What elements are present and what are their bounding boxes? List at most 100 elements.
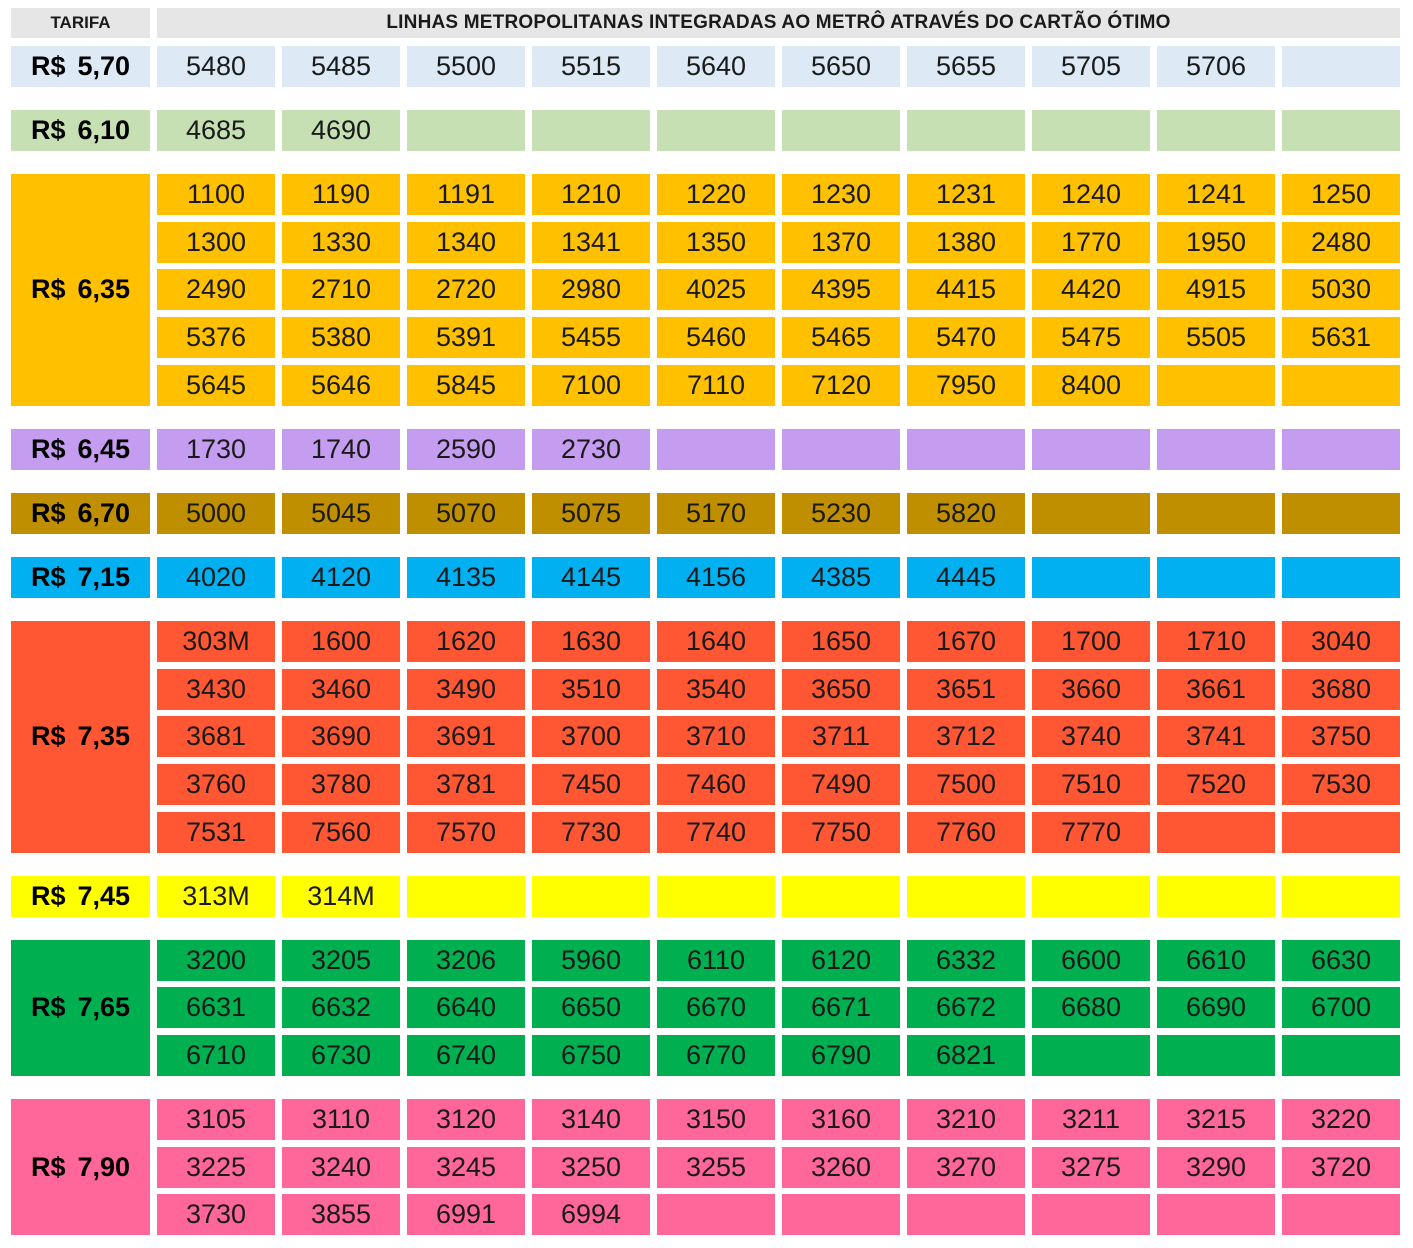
line-number-cell: 5500 (407, 46, 525, 87)
line-number-cell: 5460 (657, 317, 775, 359)
line-number-cell: 3760 (157, 763, 275, 805)
line-number-cell: 6700 (1282, 987, 1400, 1029)
line-number-cell: 2720 (407, 269, 525, 311)
line-number-cell: 7510 (1032, 763, 1150, 805)
line-number-cell: 3781 (407, 763, 525, 805)
line-number-cell: 3510 (532, 668, 650, 710)
line-number-cell: 7110 (657, 364, 775, 406)
line-number-cell: 3712 (907, 716, 1025, 758)
line-number-cell: 5645 (157, 364, 275, 406)
line-number-cell: 5631 (1282, 317, 1400, 359)
line-number-cell: 3211 (1032, 1099, 1150, 1140)
line-number-cell: 1640 (657, 620, 775, 662)
line-number-cell: 2590 (407, 428, 525, 470)
line-number-cell: 3215 (1157, 1099, 1275, 1140)
line-number-cell: 3205 (282, 939, 400, 981)
line-number-cell: 5505 (1157, 317, 1275, 359)
line-number-cell: 4025 (657, 269, 775, 311)
empty-cell (1157, 811, 1275, 853)
line-number-cell: 5475 (1032, 317, 1150, 359)
line-number-cell: 7100 (532, 364, 650, 406)
currency-symbol: R$ (30, 561, 66, 592)
fare-value: 7,65 (77, 992, 131, 1023)
line-number-cell: 3661 (1157, 668, 1275, 710)
empty-cell (1282, 1035, 1400, 1076)
line-number-cell: 3691 (407, 716, 525, 758)
fare-label: R$ 7,45 (11, 875, 150, 917)
line-number-cell: 2980 (532, 269, 650, 311)
empty-cell (1282, 428, 1400, 470)
line-number-cell: 6670 (657, 987, 775, 1029)
line-number-cell: 3741 (1157, 716, 1275, 758)
empty-cell (1157, 492, 1275, 534)
empty-cell (1282, 875, 1400, 917)
line-number-cell: 5640 (657, 46, 775, 87)
line-number-cell: 8400 (1032, 364, 1150, 406)
empty-cell (407, 110, 525, 151)
line-number-cell: 3855 (282, 1194, 400, 1236)
line-number-cell: 5465 (782, 317, 900, 359)
empty-cell (1032, 492, 1150, 534)
line-number-cell: 5820 (907, 492, 1025, 534)
line-number-cell: 6730 (282, 1035, 400, 1076)
line-number-cell: 6120 (782, 939, 900, 981)
line-number-cell: 7520 (1157, 763, 1275, 805)
fare-label: R$ 7,35 (11, 620, 150, 853)
line-number-cell: 3690 (282, 716, 400, 758)
currency-symbol: R$ (30, 497, 66, 528)
line-number-cell: 4690 (282, 110, 400, 151)
line-number-cell: 7490 (782, 763, 900, 805)
line-number-cell: 5480 (157, 46, 275, 87)
line-number-cell: 6740 (407, 1035, 525, 1076)
line-number-cell: 2710 (282, 269, 400, 311)
line-number-cell: 5960 (532, 939, 650, 981)
line-number-cell: 1241 (1157, 174, 1275, 215)
line-number-cell: 3680 (1282, 668, 1400, 710)
line-number-cell: 1730 (157, 428, 275, 470)
line-number-cell: 4385 (782, 556, 900, 598)
line-number-cell: 4415 (907, 269, 1025, 311)
line-number-cell: 6332 (907, 939, 1025, 981)
fare-value: 6,45 (77, 433, 131, 464)
line-number-cell: 5391 (407, 317, 525, 359)
line-number-cell: 1600 (282, 620, 400, 662)
fare-value: 6,10 (77, 115, 131, 145)
line-number-cell: 7500 (907, 763, 1025, 805)
line-number-cell: 3290 (1157, 1146, 1275, 1188)
line-number-cell: 1240 (1032, 174, 1150, 215)
fare-label: R$ 7,90 (11, 1099, 150, 1236)
line-number-cell: 3430 (157, 668, 275, 710)
line-number-cell: 6671 (782, 987, 900, 1029)
line-number-cell: 6790 (782, 1035, 900, 1076)
line-number-cell: 3110 (282, 1099, 400, 1140)
empty-cell (1157, 428, 1275, 470)
line-number-cell: 7450 (532, 763, 650, 805)
line-number-cell: 7770 (1032, 811, 1150, 853)
line-number-cell: 1620 (407, 620, 525, 662)
line-number-cell: 2490 (157, 269, 275, 311)
empty-cell (1282, 110, 1400, 151)
line-number-cell: 4420 (1032, 269, 1150, 311)
line-number-cell: 3650 (782, 668, 900, 710)
currency-symbol: R$ (30, 274, 66, 305)
currency-symbol: R$ (30, 721, 66, 752)
line-number-cell: 5000 (157, 492, 275, 534)
line-number-cell: 3490 (407, 668, 525, 710)
line-number-cell: 1700 (1032, 620, 1150, 662)
line-number-cell: 7950 (907, 364, 1025, 406)
line-number-cell: 3245 (407, 1146, 525, 1188)
line-number-cell: 5230 (782, 492, 900, 534)
line-number-cell: 7531 (157, 811, 275, 853)
line-number-cell: 6710 (157, 1035, 275, 1076)
currency-symbol: R$ (30, 433, 66, 464)
fare-label: R$ 6,70 (11, 492, 150, 534)
line-number-cell: 6632 (282, 987, 400, 1029)
line-number-cell: 3225 (157, 1146, 275, 1188)
line-number-cell: 1100 (157, 174, 275, 215)
empty-cell (907, 875, 1025, 917)
line-number-cell: 3460 (282, 668, 400, 710)
currency-symbol: R$ (30, 115, 66, 145)
line-number-cell: 1230 (782, 174, 900, 215)
line-number-cell: 1190 (282, 174, 400, 215)
line-number-cell: 6640 (407, 987, 525, 1029)
